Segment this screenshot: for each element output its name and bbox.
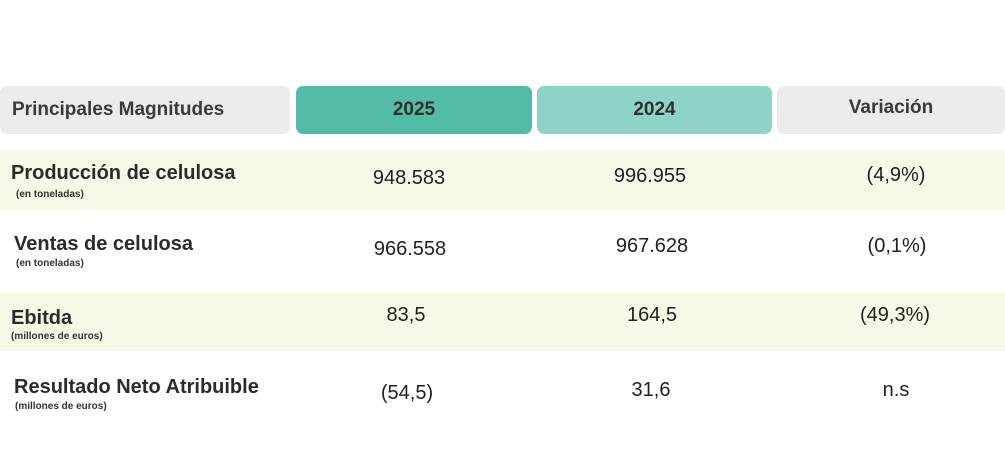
header-variation-cell: Variación bbox=[777, 86, 1005, 134]
row-label: Ventas de celulosa bbox=[14, 233, 193, 255]
row-unit: (en toneladas) bbox=[16, 258, 84, 269]
table-row: Ventas de celulosa (en toneladas) 966.55… bbox=[0, 220, 1005, 280]
table-row: Producción de celulosa (en toneladas) 94… bbox=[0, 150, 1005, 210]
header-label-cell: Principales Magnitudes bbox=[0, 86, 290, 134]
row-label: Producción de celulosa bbox=[11, 162, 236, 184]
row-unit: (en toneladas) bbox=[16, 189, 84, 200]
header-2025-cell: 2025 bbox=[296, 86, 532, 134]
value-2024: 996.955 bbox=[613, 165, 687, 187]
value-variation: (0,1%) bbox=[867, 235, 927, 257]
header-label: Principales Magnitudes bbox=[12, 99, 225, 120]
value-2024: 164,5 bbox=[626, 304, 678, 326]
value-2025: 83,5 bbox=[386, 304, 426, 326]
row-unit: (millones de euros) bbox=[15, 401, 107, 412]
header-year-2024: 2024 bbox=[633, 99, 676, 120]
value-variation: (49,3%) bbox=[859, 304, 931, 326]
header-year-2025: 2025 bbox=[392, 99, 436, 120]
table-row: Resultado Neto Atribuible (millones de e… bbox=[0, 362, 1005, 422]
row-unit: (millones de euros) bbox=[11, 331, 103, 342]
value-2025: 948.583 bbox=[372, 167, 446, 189]
value-2025: 966.558 bbox=[373, 238, 447, 260]
value-2024: 31,6 bbox=[631, 379, 671, 401]
value-variation: n.s bbox=[882, 379, 910, 401]
value-2024: 967.628 bbox=[615, 235, 689, 257]
table-row: Ebitda (millones de euros) 83,5 164,5 (4… bbox=[0, 293, 1005, 351]
value-variation: (4,9%) bbox=[866, 164, 926, 186]
value-2025: (54,5) bbox=[380, 382, 434, 404]
header-2024-cell: 2024 bbox=[537, 86, 772, 134]
row-label: Resultado Neto Atribuible bbox=[14, 376, 259, 398]
header-variation: Variación bbox=[848, 97, 934, 118]
row-label: Ebitda bbox=[11, 307, 73, 329]
